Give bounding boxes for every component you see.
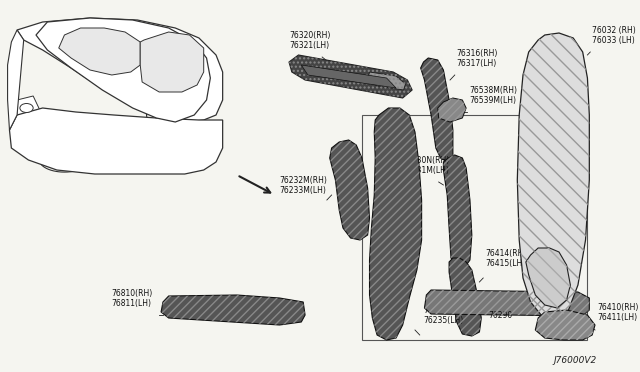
Text: J76000V2: J76000V2	[554, 356, 597, 365]
Text: 76414(RH)
76415(LH): 76414(RH) 76415(LH)	[485, 248, 527, 268]
Text: 76810(RH)
76811(LH): 76810(RH) 76811(LH)	[112, 289, 153, 308]
Polygon shape	[420, 58, 453, 162]
Text: 76232M(RH)
76233M(LH): 76232M(RH) 76233M(LH)	[280, 176, 328, 195]
Polygon shape	[17, 18, 223, 122]
Text: 76234(RH)
76235(LH): 76234(RH) 76235(LH)	[424, 306, 465, 325]
Polygon shape	[369, 108, 422, 340]
Polygon shape	[367, 72, 406, 90]
Polygon shape	[301, 65, 396, 88]
Polygon shape	[444, 155, 472, 268]
Polygon shape	[17, 96, 40, 120]
Text: 76530N(RH)
76531M(LH): 76530N(RH) 76531M(LH)	[403, 155, 450, 175]
Text: 76316(RH)
76317(LH): 76316(RH) 76317(LH)	[457, 49, 498, 68]
Polygon shape	[10, 108, 223, 174]
Polygon shape	[438, 98, 466, 122]
Text: 76032 (RH)
76033 (LH): 76032 (RH) 76033 (LH)	[592, 26, 636, 45]
Polygon shape	[59, 28, 140, 75]
Polygon shape	[289, 55, 412, 98]
Polygon shape	[140, 32, 204, 92]
Polygon shape	[8, 30, 24, 130]
Text: 76410(RH)
76411(LH): 76410(RH) 76411(LH)	[597, 302, 638, 322]
Polygon shape	[161, 295, 305, 325]
Polygon shape	[449, 258, 481, 336]
Polygon shape	[517, 33, 589, 320]
Polygon shape	[424, 290, 589, 316]
Polygon shape	[36, 18, 211, 122]
Polygon shape	[330, 140, 369, 240]
Text: 76320(RH)
76321(LH): 76320(RH) 76321(LH)	[289, 31, 330, 50]
Text: 76290: 76290	[488, 311, 512, 320]
Ellipse shape	[20, 103, 33, 112]
Text: 76538M(RH)
76539M(LH): 76538M(RH) 76539M(LH)	[469, 86, 517, 105]
Polygon shape	[535, 310, 595, 340]
Polygon shape	[526, 248, 570, 308]
